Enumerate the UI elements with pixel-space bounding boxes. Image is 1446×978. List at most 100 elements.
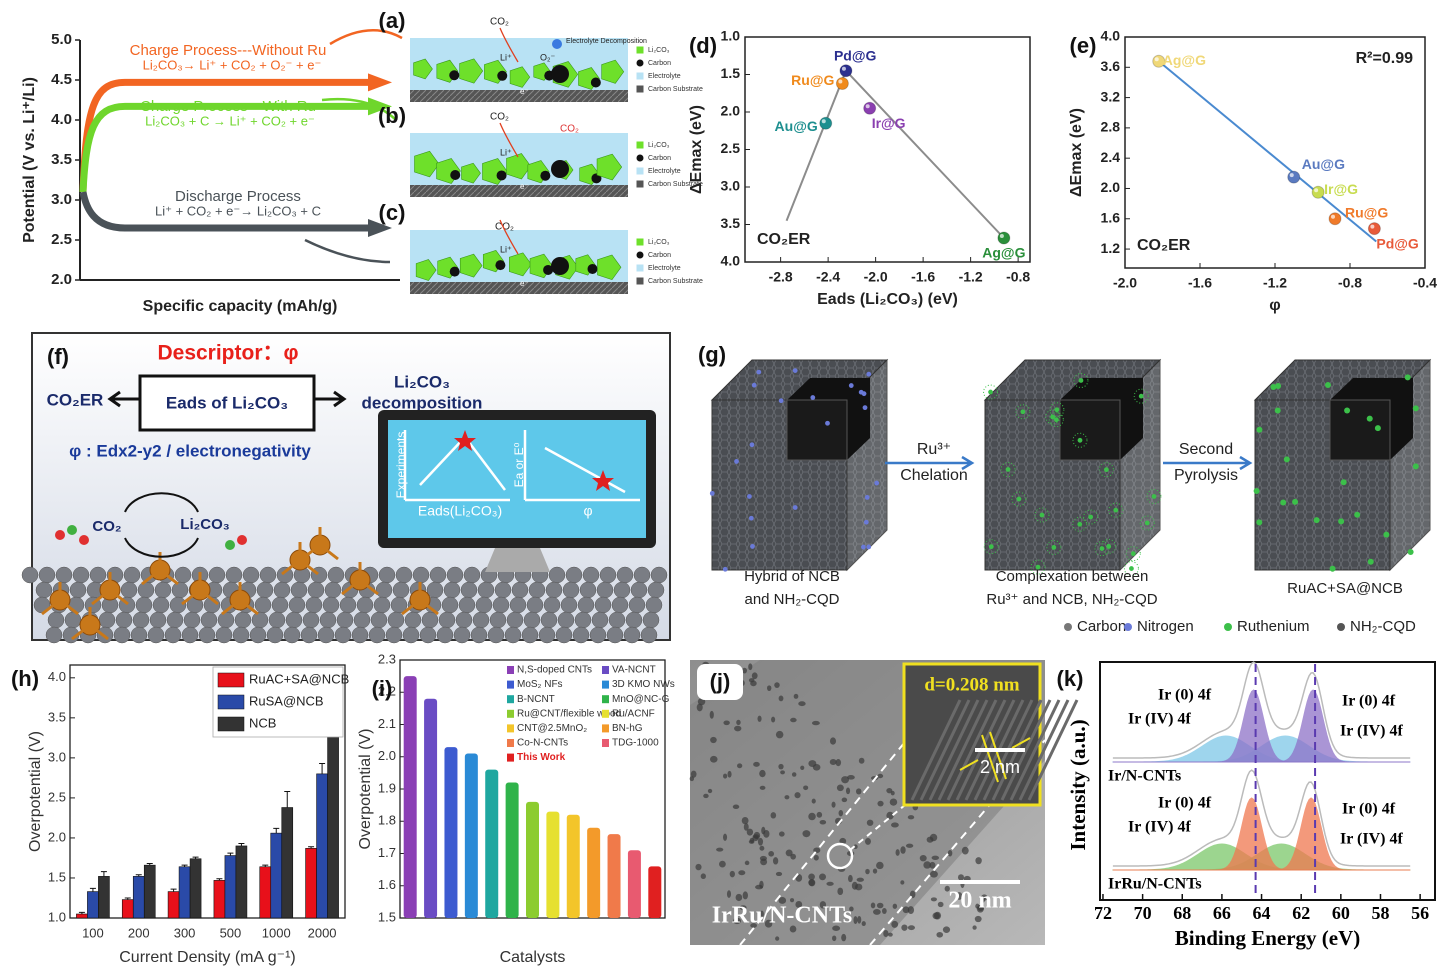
- particle: [768, 851, 775, 857]
- dot: [810, 395, 816, 400]
- y-axis-label: ΔEmax (eV): [688, 105, 705, 194]
- legend-swatch: [636, 180, 644, 188]
- bar: [189, 858, 202, 919]
- dot: [848, 383, 854, 388]
- bar: [259, 866, 272, 919]
- particle: [802, 830, 811, 838]
- legend-label: Nitrogen: [1137, 618, 1194, 635]
- y-tick-label: 1.7: [378, 845, 396, 860]
- annotation: CO₂ER: [1137, 237, 1191, 254]
- atom: [630, 581, 648, 599]
- annotation: Charge Process---With Ru: [140, 98, 316, 115]
- atom: [608, 611, 626, 629]
- step-label: Ru³⁺: [917, 441, 951, 458]
- x-tick-label: 56: [1411, 903, 1429, 923]
- bar: [444, 747, 458, 918]
- y-tick-label: 4.5: [51, 71, 72, 88]
- x-tick-label: -2.0: [864, 269, 888, 285]
- particle: [891, 822, 899, 828]
- bar-chart: 1.5 1.6 1.7 1.8 1.9 2.0 2.1 2.2 2.3 Overpotential…: [357, 651, 675, 966]
- bar: [281, 807, 294, 919]
- electron: e⁻: [520, 182, 529, 191]
- particle: [975, 903, 980, 909]
- x-axis-label: Catalysts: [500, 949, 566, 966]
- x-axis-label: Current Density (mA g⁻¹): [119, 949, 295, 966]
- li2co3-crystal: [506, 153, 532, 180]
- atom: [164, 626, 182, 644]
- particle: [856, 877, 864, 882]
- point: [1367, 222, 1381, 236]
- atom: [242, 566, 260, 584]
- particle: [742, 667, 748, 674]
- sample-label: IrRu/N-CNTs: [712, 903, 852, 929]
- atom: [373, 596, 391, 614]
- dot: [1338, 518, 1345, 525]
- cqd: [1146, 488, 1162, 504]
- panel-label: (i): [372, 676, 393, 701]
- x-tick-label: 200: [128, 925, 150, 940]
- legend-label: Ru@CNT/flexible wood: [517, 708, 621, 719]
- legend-label: Electrolyte: [648, 265, 681, 272]
- cqd: [1072, 516, 1088, 532]
- cycle-label: CO₂: [92, 518, 121, 535]
- star: [592, 470, 614, 491]
- error-bar: [89, 887, 96, 892]
- x-tick-label: -0.4: [1413, 275, 1437, 291]
- particle: [774, 682, 780, 688]
- legend-label: MoS₂ NFs: [517, 679, 563, 690]
- atom: [477, 581, 495, 599]
- y-tick-label: 1.8: [378, 813, 396, 828]
- atom: [288, 596, 306, 614]
- particle: [778, 763, 784, 770]
- point-highlight: [1289, 173, 1294, 178]
- particle: [726, 890, 732, 898]
- particle: [829, 759, 837, 765]
- y-tick-label: 3.0: [51, 191, 72, 208]
- legend-swatch: [602, 739, 609, 747]
- caption: Complexation between: [996, 568, 1149, 585]
- particle: [790, 898, 795, 903]
- atom: [548, 566, 566, 584]
- point-highlight: [999, 234, 1004, 238]
- point-highlight: [1154, 57, 1159, 62]
- atom: [276, 566, 294, 584]
- scatter-chart: -2.8 -2.4 -2.0 -1.6 -1.2 -0.8 1.0 1.5 2.0 2.5 3.0 3…: [688, 28, 1031, 308]
- particle: [760, 858, 768, 866]
- atom: [489, 611, 507, 629]
- screen-label: φ: [583, 503, 592, 519]
- schematic: (a) CO₂ Li⁺ e⁻ O₂⁻ Electrolyte DecompositionL…: [379, 8, 703, 102]
- li: Li⁺: [500, 52, 512, 62]
- screen-plot: [403, 430, 640, 502]
- bar: [213, 880, 226, 919]
- legend-marker: [1064, 623, 1072, 631]
- y-tick-label: 4.0: [51, 111, 72, 128]
- legend-label: Co-N-CNTs: [517, 738, 568, 749]
- legend-swatch: [636, 85, 644, 93]
- dot: [1144, 520, 1150, 526]
- particle: [785, 849, 793, 857]
- particle: [849, 906, 854, 912]
- atom: [606, 626, 624, 644]
- point: [863, 101, 877, 115]
- legend-label: Carbon Substrate: [648, 181, 703, 188]
- cube-cavity-face: [1059, 399, 1121, 461]
- particle: [772, 857, 779, 865]
- label: Li₂CO₃: [394, 372, 450, 391]
- particle: [775, 871, 783, 877]
- atom: [616, 566, 634, 584]
- atom: [132, 611, 150, 629]
- ru-bond: [221, 582, 259, 616]
- atom: [470, 626, 488, 644]
- x-tick-label: -0.8: [1006, 269, 1030, 285]
- li2co3-crystal: [461, 162, 481, 184]
- dot: [1367, 558, 1374, 565]
- particle: [738, 870, 746, 876]
- sample-label: IrRu/N-CNTs: [1108, 876, 1202, 893]
- atom: [89, 566, 107, 584]
- atom: [475, 596, 493, 614]
- dot: [1078, 378, 1084, 383]
- dot: [1106, 544, 1112, 549]
- arrow-head: [368, 97, 392, 116]
- dot: [709, 490, 715, 496]
- particle: [778, 695, 784, 702]
